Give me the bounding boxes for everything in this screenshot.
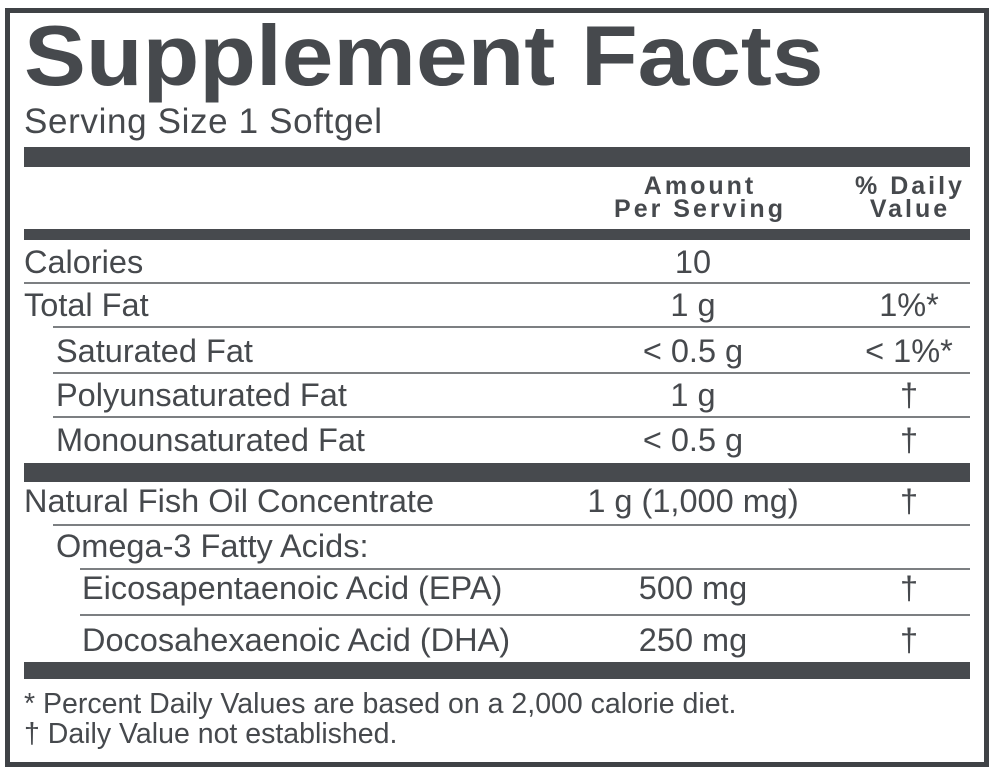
- nutrient-name: Omega-3 Fatty Acids:: [56, 528, 369, 564]
- nutrient-daily-value: < 1%*: [865, 333, 953, 369]
- label-content: Supplement Facts Serving Size 1 Softgel …: [24, 14, 970, 749]
- nutrient-name: Total Fat: [24, 287, 149, 323]
- nutrient-name: Saturated Fat: [56, 333, 253, 369]
- row-separator: [53, 416, 970, 418]
- nutrient-amount: 10: [674, 244, 712, 280]
- table-row-omega-3-fatty-acids: Omega-3 Fatty Acids:: [24, 526, 970, 568]
- row-separator: [80, 568, 970, 570]
- nutrient-amount: 1 g (1,000 mg): [587, 483, 799, 519]
- nutrient-daily-value: 1%*: [879, 287, 939, 323]
- nutrient-daily-value: †: [899, 377, 919, 413]
- nutrient-name: Calories: [24, 244, 144, 280]
- table-row-epa: Eicosapentaenoic Acid (EPA) 500 mg †: [24, 570, 970, 614]
- nutrient-name: Docosahexaenoic Acid (DHA): [82, 622, 511, 658]
- nutrient-name: Eicosapentaenoic Acid (EPA): [82, 570, 503, 606]
- nutrient-amount: < 0.5 g: [642, 422, 744, 458]
- footnotes: * Percent Daily Values are based on a 2,…: [24, 679, 970, 749]
- column-header-amount-line2: Per Serving: [614, 195, 786, 223]
- row-separator: [53, 372, 970, 374]
- nutrient-daily-value: †: [899, 422, 919, 458]
- column-header-daily-value-line2: Value: [869, 195, 951, 223]
- column-header-amount-line1: Amount: [643, 172, 757, 200]
- serving-size: Serving Size 1 Softgel: [24, 102, 383, 141]
- row-separator: [80, 614, 970, 616]
- nutrient-name: Natural Fish Oil Concentrate: [24, 483, 435, 519]
- thick-bar-top: [24, 147, 970, 167]
- supplement-facts-label: Supplement Facts Serving Size 1 Softgel …: [5, 8, 989, 767]
- nutrient-amount: 1 g: [670, 377, 716, 413]
- table-row-natural-fish-oil-concentrate: Natural Fish Oil Concentrate 1 g (1,000 …: [24, 482, 970, 524]
- footnote-daily-value-not-established: † Daily Value not established.: [24, 717, 398, 750]
- column-header-daily-value: % Daily Value: [820, 172, 1000, 223]
- table-row-dha: Docosahexaenoic Acid (DHA) 250 mg †: [24, 616, 970, 662]
- row-separator: [53, 326, 970, 328]
- nutrient-amount: 500 mg: [638, 570, 748, 606]
- nutrient-daily-value: †: [899, 483, 919, 519]
- thick-bar-under-header: [24, 229, 970, 240]
- table-row-total-fat: Total Fat 1 g 1%*: [24, 284, 970, 326]
- thick-bar-bottom: [24, 662, 970, 679]
- nutrient-amount: < 0.5 g: [642, 333, 744, 369]
- thick-bar-middle: [24, 463, 970, 482]
- nutrient-daily-value: †: [899, 622, 919, 658]
- column-header-daily-value-line1: % Daily: [855, 172, 965, 200]
- nutrient-name: Polyunsaturated Fat: [56, 377, 347, 413]
- column-header-row: Amount Per Serving % Daily Value: [24, 167, 970, 229]
- table-row-monounsaturated-fat: Monounsaturated Fat < 0.5 g †: [24, 418, 970, 463]
- table-row-polyunsaturated-fat: Polyunsaturated Fat 1 g †: [24, 374, 970, 416]
- nutrient-daily-value: †: [899, 570, 919, 606]
- table-row-saturated-fat: Saturated Fat < 0.5 g < 1%*: [24, 328, 970, 372]
- row-separator: [53, 524, 970, 526]
- nutrient-name: Monounsaturated Fat: [56, 422, 365, 458]
- column-header-amount: Amount Per Serving: [525, 172, 875, 223]
- row-separator: [24, 282, 970, 284]
- nutrient-amount: 250 mg: [638, 622, 748, 658]
- label-title: Supplement Facts: [24, 9, 824, 104]
- footnote-daily-values: * Percent Daily Values are based on a 2,…: [24, 687, 737, 720]
- nutrient-amount: 1 g: [670, 287, 716, 323]
- table-row-calories: Calories 10: [24, 240, 970, 282]
